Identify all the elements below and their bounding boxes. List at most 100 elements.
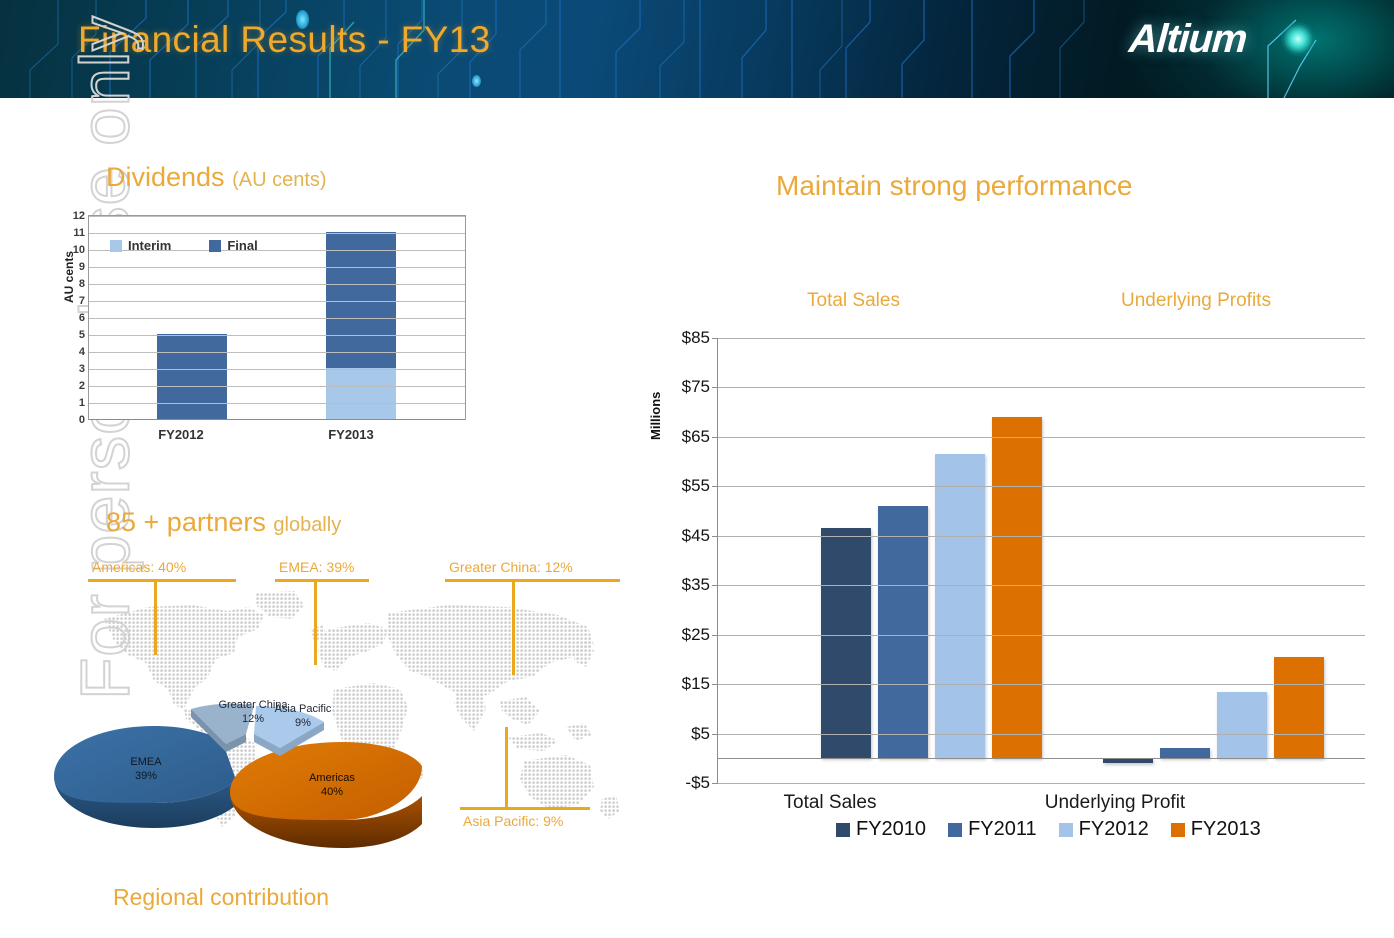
pie-3d-graphic [54, 703, 422, 848]
header-glow-orb [1281, 22, 1315, 56]
map-label-americas: Americas: 40% [92, 559, 187, 575]
partners-heading: 85 + partners globally [106, 507, 341, 538]
map-label-greater-china: Greater China: 12% [449, 559, 573, 575]
performance-ytick: $85 [681, 328, 710, 347]
dividends-ytick: 11 [73, 227, 85, 239]
dividends-ytick: 10 [72, 244, 85, 256]
regional-pie-chart: Greater China 12% Asia Pacific 9% EMEA 3… [40, 672, 440, 862]
performance-ytick: $45 [681, 525, 710, 545]
header-glow-dot-2 [472, 75, 481, 87]
dividends-gridline [89, 352, 465, 353]
pie-side-greater-china-2 [226, 734, 246, 752]
dividends-xlabel-fy2012: FY2012 [158, 427, 204, 442]
performance-subheading-total-sales: Total Sales [807, 290, 900, 311]
dividends-gridline [89, 403, 465, 404]
dividends-gridline [89, 369, 465, 370]
pie-label-americas-pct: 40% [320, 785, 344, 798]
pie-slice-asia-pacific [254, 706, 324, 748]
dividends-gridline [89, 216, 465, 217]
dividends-ytick: 4 [78, 346, 85, 358]
perf-group-label-total-sales: Total Sales [783, 792, 877, 813]
pie-label-emea-pct: 39% [134, 769, 158, 782]
dividends-legend-interim: Interim [110, 238, 171, 253]
dividends-legend-swatch-final [209, 239, 222, 252]
map-label-emea: EMEA: 39% [279, 559, 355, 575]
perf-legend-fy2013: FY2013 [1170, 818, 1261, 841]
dividends-plot-area: 0 1 2 3 4 5 6 7 8 9 10 11 12 [73, 210, 466, 426]
dividends-ytick: 6 [78, 312, 85, 324]
dividends-y-axis-label: AU cents [62, 250, 76, 303]
perf-bar-total-sales-fy2013 [992, 417, 1042, 759]
dividends-ytick: 3 [78, 363, 85, 375]
pie-label-asia-pacific-name: Asia Pacific [274, 703, 332, 715]
header-glow-dot [296, 10, 309, 29]
pie-slice-greater-china [191, 703, 254, 744]
performance-ytick: $75 [681, 377, 710, 397]
dividends-ytick: 1 [78, 397, 85, 409]
performance-legend: FY2010 FY2011 FY2012 FY2013 [836, 818, 1261, 841]
pie-label-emea: EMEA 39% [98, 756, 194, 784]
map-dropline-emea [314, 579, 317, 665]
dividends-ytick: 0 [78, 414, 85, 426]
performance-tick-mark [712, 486, 718, 488]
perf-legend-swatch-fy2010 [836, 822, 850, 837]
regional-contribution-caption: Regional contribution [113, 884, 330, 910]
performance-gridline [718, 436, 1365, 438]
pie-label-asia-pacific: Asia Pacific 9% [255, 703, 351, 731]
perf-bar-underlying-profit-fy2012 [1217, 691, 1267, 759]
pie-side-americas [230, 792, 422, 848]
map-dropline-asia-pacific [505, 727, 508, 807]
page-title: Financial Results - FY13 [78, 19, 491, 60]
pie-side-asia-pacific-2 [280, 722, 324, 756]
map-dropline-americas [154, 579, 157, 655]
dividends-ytick: 7 [78, 295, 85, 307]
map-label-asia-pacific: Asia Pacific: 9% [463, 813, 564, 829]
dividends-bar-fy2013 [326, 232, 396, 419]
pie-label-emea-name: EMEA [130, 756, 162, 768]
dividends-bar-fy2012 [157, 334, 227, 419]
map-underline-asia-pacific [460, 807, 590, 810]
perf-legend-fy2010: FY2010 [836, 818, 926, 841]
perf-bar-underlying-profit-fy2011 [1160, 748, 1210, 759]
dividends-legend-swatch-interim [110, 239, 122, 252]
dividends-seg-final-fy2013 [326, 232, 396, 368]
performance-tick-mark [712, 338, 718, 339]
map-dropline-greater-china [512, 579, 515, 675]
performance-chart: Millions $85 $75 $65 $55 $45 $35 $25 $15 $5 -$5 T… [640, 328, 1380, 813]
pie-label-americas-name: Americas [309, 772, 355, 784]
performance-ytick: $5 [691, 723, 710, 743]
dividends-ytick: 12 [72, 210, 85, 222]
performance-tick-mark [712, 535, 718, 537]
performance-ytick: $35 [681, 575, 710, 595]
dividends-legend: Interim Final [110, 238, 258, 253]
pie-label-greater-china-pct: 12% [241, 712, 265, 725]
performance-ytick: -$5 [685, 773, 710, 792]
map-underline-greater-china [445, 579, 620, 582]
perf-legend-swatch-fy2013 [1170, 822, 1185, 837]
dividends-seg-interim-fy2013 [326, 368, 396, 419]
dividends-gridline [89, 335, 465, 336]
pie-label-asia-pacific-pct: 9% [295, 716, 311, 729]
perf-group-label-underlying-profit: Underlying Profit [1044, 792, 1186, 813]
performance-ytick: $55 [681, 476, 710, 496]
performance-gridline [718, 585, 1365, 587]
dividends-gridline [89, 284, 465, 285]
dividends-gridline [89, 250, 465, 251]
performance-tick-mark [712, 585, 718, 587]
pie-side-asia-pacific [254, 734, 280, 756]
dividends-chart: AU cents 0 1 2 3 4 5 6 7 8 9 10 11 12 FY2012 FY2013 [62, 210, 478, 471]
dividends-gridline [89, 233, 465, 234]
pie-label-greater-china: Greater China 12% [198, 699, 308, 727]
performance-ytick: $15 [681, 674, 710, 694]
performance-gridline [718, 634, 1365, 636]
performance-heading: Maintain strong performance [776, 170, 1133, 201]
performance-gridline [718, 387, 1365, 389]
pie-slice-emea [54, 726, 236, 804]
header-banner: Financial Results - FY13 Altium [0, 0, 1394, 98]
partners-heading-main: 85 + partners [106, 507, 266, 537]
performance-subheading-underlying-profits: Underlying Profits [1121, 290, 1271, 311]
performance-gridline [718, 783, 1365, 784]
dividends-heading: Dividends (AU cents) [106, 162, 327, 193]
pie-side-emea [54, 776, 236, 828]
performance-tick-mark [712, 684, 718, 686]
